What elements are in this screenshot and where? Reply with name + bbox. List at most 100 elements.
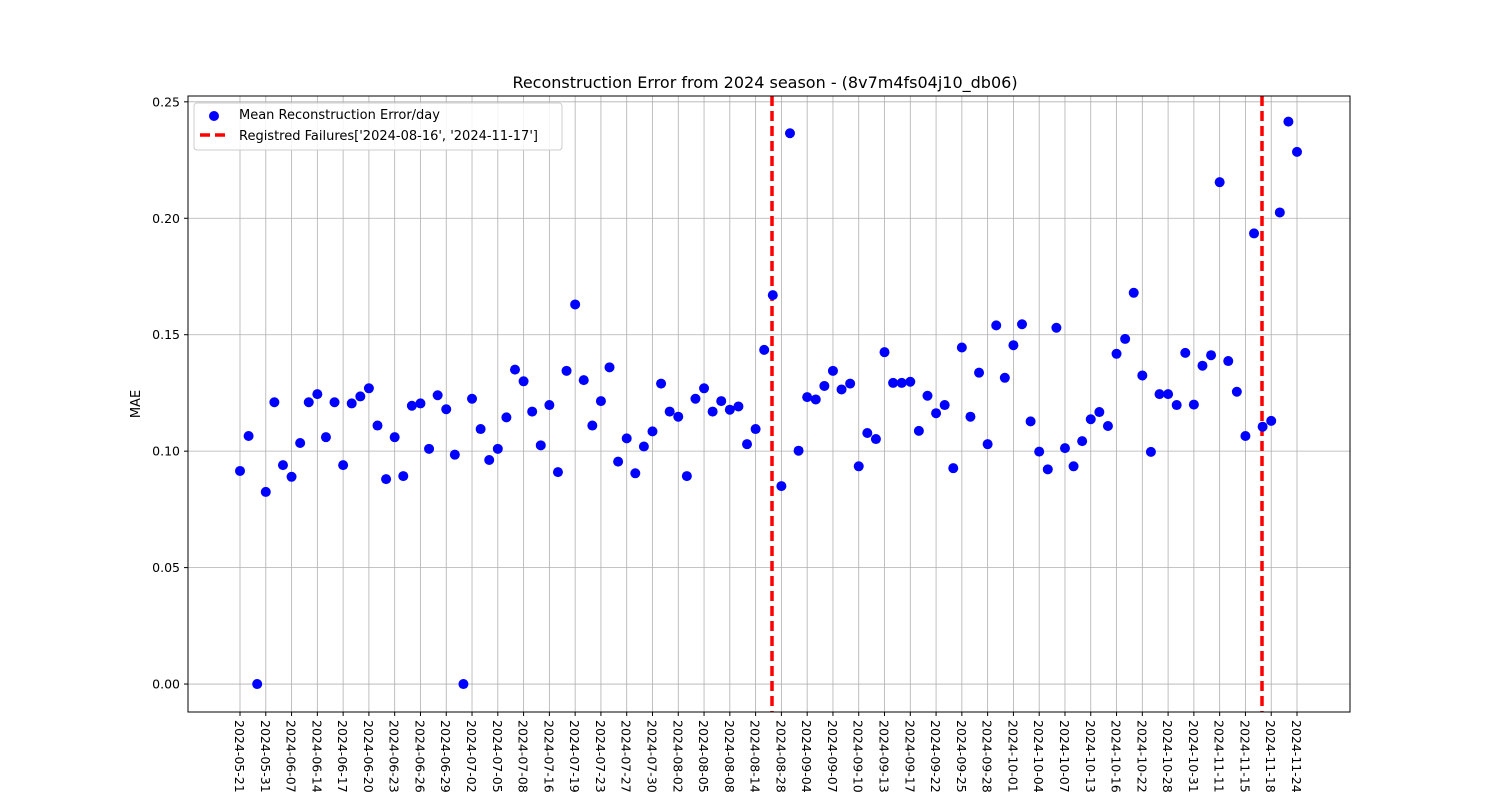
x-tick-label: 2024-10-04 <box>1031 720 1046 793</box>
data-point <box>793 445 804 456</box>
data-point <box>312 389 323 400</box>
x-tick-label: 2024-10-16 <box>1109 720 1124 793</box>
y-tick-label: 0.15 <box>152 327 180 342</box>
data-point <box>363 383 374 394</box>
data-point <box>1017 319 1028 330</box>
x-tick-label: 2024-06-07 <box>284 720 299 793</box>
data-point <box>819 380 830 391</box>
data-point <box>1034 446 1045 457</box>
x-tick-label: 2024-06-17 <box>335 720 350 793</box>
x-tick-label: 2024-11-11 <box>1212 720 1227 793</box>
failure-lines-layer <box>770 96 1264 712</box>
data-point <box>948 463 959 474</box>
data-point <box>1128 287 1139 298</box>
data-point <box>827 365 838 376</box>
data-point <box>681 471 692 482</box>
x-tick-label: 2024-09-04 <box>799 720 814 793</box>
x-tick-label: 2024-07-27 <box>619 720 634 793</box>
data-point <box>922 390 933 401</box>
data-point <box>424 443 435 454</box>
data-point <box>587 420 598 431</box>
x-tick-label: 2024-06-29 <box>438 720 453 793</box>
x-tick-label: 2024-10-31 <box>1186 720 1201 793</box>
data-point <box>879 347 890 358</box>
x-tick-label: 2024-10-13 <box>1083 720 1098 793</box>
x-tick-label: 2024-06-23 <box>387 720 402 793</box>
data-point <box>1068 461 1079 472</box>
data-point <box>965 411 976 422</box>
data-point <box>1214 177 1225 188</box>
data-point <box>974 367 985 378</box>
data-point <box>492 443 503 454</box>
data-point <box>982 439 993 450</box>
data-point <box>595 396 606 407</box>
data-point <box>458 679 469 690</box>
y-tick-label: 0.20 <box>152 211 180 226</box>
data-point <box>845 378 856 389</box>
data-point <box>527 406 538 417</box>
x-tick-label: 2024-09-28 <box>980 720 995 793</box>
data-point <box>784 128 795 139</box>
data-point <box>484 455 495 466</box>
data-point <box>613 456 624 467</box>
data-point <box>475 424 486 435</box>
data-point <box>535 440 546 451</box>
x-tick-label: 2024-07-02 <box>464 720 479 793</box>
data-point <box>1197 360 1208 371</box>
data-point <box>355 391 366 402</box>
data-point <box>1102 421 1113 432</box>
data-point <box>320 432 331 443</box>
x-tick-label: 2024-08-05 <box>696 720 711 793</box>
x-tick-label: 2024-11-18 <box>1263 720 1278 793</box>
y-tick-label: 0.10 <box>152 444 180 459</box>
x-tick-label: 2024-07-16 <box>541 720 556 793</box>
data-point <box>1042 464 1053 475</box>
x-tick-label: 2024-11-15 <box>1237 720 1252 793</box>
y-tick-label: 0.00 <box>152 677 180 692</box>
data-point <box>733 401 744 412</box>
data-point <box>939 400 950 411</box>
data-point <box>888 377 899 388</box>
x-tick-label: 2024-10-01 <box>1005 720 1020 793</box>
x-tick-label: 2024-10-07 <box>1057 720 1072 793</box>
x-tick-label: 2024-09-10 <box>851 720 866 793</box>
data-point <box>277 460 288 471</box>
x-tick-label: 2024-11-24 <box>1289 720 1304 793</box>
legend: Mean Reconstruction Error/day Registred … <box>193 102 563 151</box>
x-tick-label: 2024-09-25 <box>954 720 969 793</box>
x-tick-label: 2024-08-28 <box>773 720 788 793</box>
data-point <box>750 424 761 435</box>
data-point <box>252 679 263 690</box>
y-axis-label: MAE <box>129 390 144 418</box>
y-tick-label: 0.25 <box>152 94 180 109</box>
y-tick-label: 0.05 <box>152 560 180 575</box>
data-point <box>1154 389 1165 400</box>
data-point <box>656 378 667 389</box>
data-point <box>389 432 400 443</box>
data-point <box>1171 400 1182 411</box>
data-point <box>260 486 271 497</box>
data-point <box>1292 146 1302 157</box>
data-point <box>509 364 520 375</box>
data-point <box>406 400 417 411</box>
data-point <box>931 408 942 419</box>
data-point <box>905 376 916 387</box>
data-point <box>329 397 340 408</box>
data-point <box>1180 347 1191 358</box>
data-point <box>999 372 1010 383</box>
data-point <box>346 398 357 409</box>
data-point <box>1257 421 1268 432</box>
data-point <box>449 449 460 460</box>
legend-marker-points <box>209 111 219 121</box>
data-point <box>913 425 924 436</box>
data-point <box>767 290 778 301</box>
data-point <box>1145 446 1156 457</box>
x-tick-label: 2024-08-14 <box>748 720 763 793</box>
y-axis-ticks: 0.00 0.05 0.10 0.15 0.20 0.25 <box>152 94 188 692</box>
data-point <box>398 471 409 482</box>
data-point <box>1188 399 1199 410</box>
data-point <box>570 299 581 310</box>
x-tick-label: 2024-07-08 <box>516 720 531 793</box>
data-point <box>243 431 254 442</box>
